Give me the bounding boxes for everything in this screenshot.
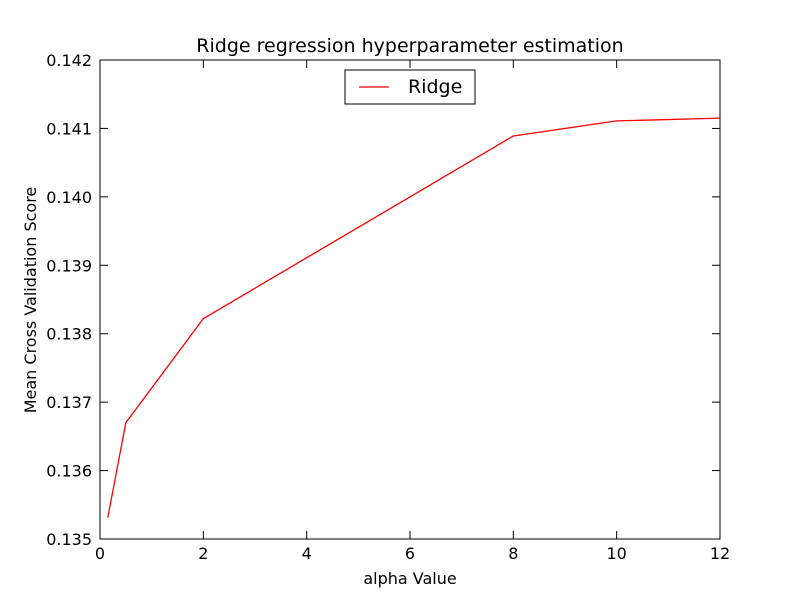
x-tick-label: 0 [95,544,105,563]
y-tick-label: 0.141 [46,119,92,138]
y-tick-label: 0.138 [46,325,92,344]
legend: Ridge [344,69,476,105]
y-tick-label: 0.135 [46,530,92,549]
y-tick-label: 0.142 [46,51,92,70]
x-axis-title: alpha Value [363,569,456,588]
legend-label-ridge: Ridge [408,76,462,98]
x-tick-label: 6 [405,544,415,563]
y-tick-label: 0.136 [46,462,92,481]
x-tick-label: 12 [710,544,730,563]
x-tick-label: 10 [606,544,626,563]
axis-ticks: 0 2 4 6 8 10 12 0.135 0.136 0.137 0.138 0.139 0.140 0… [46,51,730,563]
y-tick-label: 0.140 [46,188,92,207]
plot-frame [99,59,721,540]
series-layer [107,117,721,518]
chart-title: Ridge regression hyperparameter estimati… [196,35,623,57]
y-tick-label: 0.139 [46,256,92,275]
x-tick-label: 8 [508,544,518,563]
x-tick-label: 2 [198,544,208,563]
y-axis-title: Mean Cross Validation Score [21,187,40,414]
series-line-ridge [107,117,721,518]
x-tick-label: 4 [302,544,312,563]
y-tick-label: 0.137 [46,393,92,412]
